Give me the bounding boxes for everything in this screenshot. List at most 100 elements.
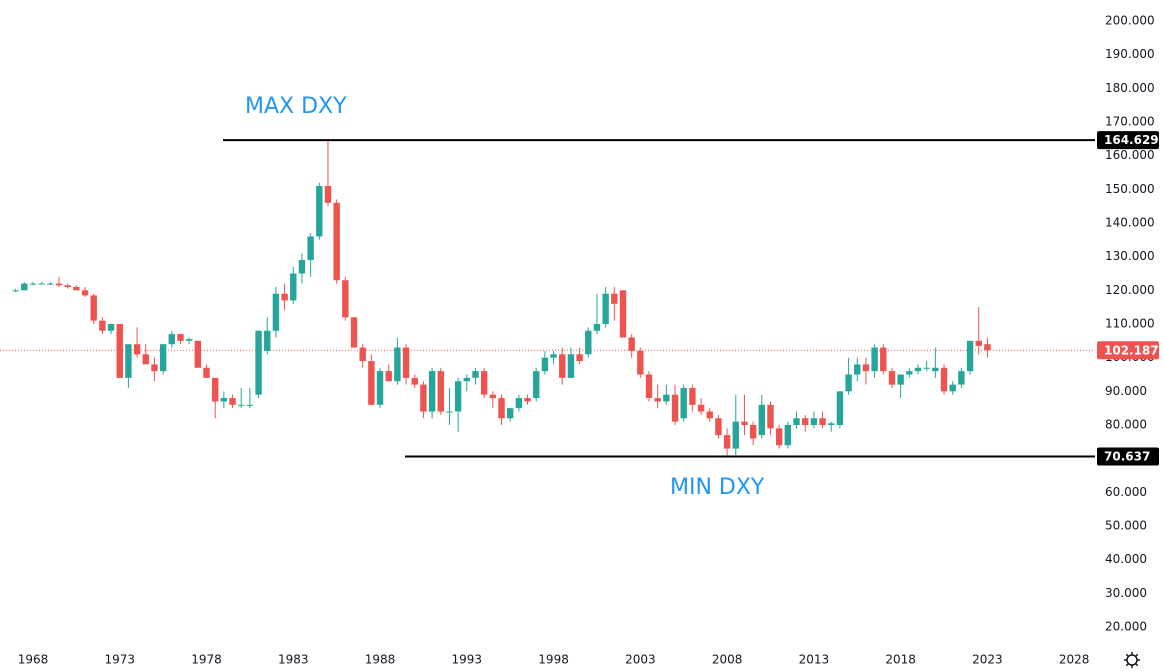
candle-body (810, 418, 818, 426)
candle-body (64, 285, 71, 287)
candle-body (880, 347, 887, 372)
candle-body (437, 371, 444, 412)
candle-body (229, 398, 236, 405)
x-tick-label: 1988 (365, 653, 396, 667)
candle-body (47, 283, 54, 285)
candle-body (914, 367, 922, 372)
x-tick-label: 1968 (18, 653, 49, 667)
candle-body (203, 367, 210, 378)
y-tick-label: 150.000 (1105, 182, 1155, 196)
candle-body (801, 418, 809, 426)
candle-body (177, 334, 184, 341)
candle-body (238, 404, 245, 406)
x-tick-label: 1973 (104, 653, 135, 667)
candle-body (775, 428, 783, 446)
candle-body (715, 418, 722, 436)
candle-body (576, 354, 583, 362)
candle-body (350, 317, 358, 348)
x-tick-label: 2028 (1059, 653, 1090, 667)
candle-body (125, 344, 132, 378)
y-tick-label: 120.000 (1105, 283, 1155, 297)
candle-body (897, 374, 904, 385)
candle-body (602, 293, 609, 325)
candle-body (767, 404, 774, 429)
candle-body (73, 286, 80, 291)
candle-body (741, 421, 748, 426)
candle-body (697, 404, 705, 412)
x-tick-label: 2018 (885, 653, 916, 667)
candles (12, 140, 991, 456)
candle-body (680, 387, 687, 419)
candle-body (376, 371, 384, 405)
candle-body (316, 185, 323, 237)
y-tick-label: 160.000 (1105, 148, 1155, 162)
annotation: MIN DXY (670, 475, 765, 500)
candle-body (567, 354, 575, 378)
y-tick-label: 180.000 (1105, 81, 1155, 95)
x-tick-label: 1993 (452, 653, 483, 667)
candle-body (854, 364, 861, 375)
candle-body (159, 344, 167, 372)
y-tick-label: 50.000 (1105, 519, 1147, 533)
candle-body (663, 394, 670, 402)
level-label: 164.629 (1104, 133, 1159, 147)
candle-body (723, 435, 731, 449)
settings-icon[interactable] (1124, 652, 1140, 668)
candle-body (342, 280, 349, 318)
candle-body (151, 364, 158, 372)
candle-body (446, 411, 453, 413)
candle-body (194, 340, 202, 368)
candle-body (99, 320, 106, 331)
candle-body (940, 367, 948, 392)
level-label-bg (1097, 131, 1159, 150)
candle-body (871, 347, 878, 372)
x-tick-label: 2008 (712, 653, 743, 667)
candle-body (307, 236, 314, 261)
level-label: 70.637 (1104, 450, 1150, 464)
candle-body (454, 381, 462, 412)
candle-body (862, 364, 870, 372)
candle-body (55, 283, 63, 286)
y-tick-label: 110.000 (1105, 317, 1155, 331)
candle-body (637, 350, 644, 375)
candle-body (168, 334, 175, 345)
candle-body (793, 418, 800, 426)
candle-body (966, 340, 974, 372)
candle-body (975, 340, 982, 346)
candle-body (689, 387, 696, 405)
candle-body (185, 339, 193, 341)
candle-body (619, 290, 627, 338)
candle-body (654, 398, 661, 402)
candle-body (489, 394, 497, 399)
candle-body (706, 411, 713, 419)
candle-body (411, 377, 418, 385)
candle-body (593, 324, 601, 331)
candle-body (90, 295, 97, 321)
candle-body (828, 423, 835, 426)
y-tick-label: 40.000 (1105, 552, 1147, 566)
candle-body (984, 344, 991, 351)
candle-body (38, 283, 45, 285)
candle-body (550, 354, 557, 358)
annotation: MAX DXY (245, 94, 347, 119)
candle-body (402, 347, 410, 378)
candle-body (932, 367, 939, 372)
candle-body (272, 293, 280, 331)
candle-body (498, 398, 505, 419)
candle-body (949, 384, 956, 392)
candle-body (845, 374, 852, 392)
candle-body (255, 330, 262, 395)
candle-body (211, 377, 219, 402)
candle-body (559, 354, 566, 378)
candle-body (359, 347, 366, 362)
candle-body (246, 404, 254, 406)
candle-body (385, 371, 392, 382)
y-tick-label: 60.000 (1105, 485, 1147, 499)
candle-body (142, 354, 149, 365)
candle-body (428, 371, 436, 412)
y-tick-label: 90.000 (1105, 384, 1147, 398)
candle-body (298, 260, 306, 274)
candle-body (324, 185, 332, 203)
candle-body (12, 290, 19, 292)
